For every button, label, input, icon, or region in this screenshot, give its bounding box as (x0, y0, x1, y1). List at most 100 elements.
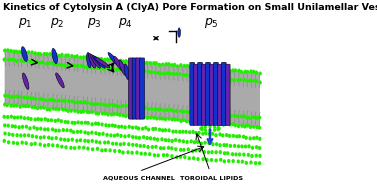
Ellipse shape (100, 122, 104, 127)
Ellipse shape (100, 148, 104, 153)
Ellipse shape (252, 70, 255, 74)
Ellipse shape (109, 66, 112, 70)
Ellipse shape (6, 124, 10, 128)
Ellipse shape (233, 114, 236, 118)
Ellipse shape (242, 135, 245, 139)
Ellipse shape (114, 56, 123, 71)
Ellipse shape (31, 50, 34, 54)
Ellipse shape (38, 61, 41, 65)
Ellipse shape (149, 61, 152, 65)
Ellipse shape (46, 107, 49, 111)
Ellipse shape (9, 115, 13, 119)
Ellipse shape (255, 79, 258, 83)
Ellipse shape (236, 78, 240, 82)
Ellipse shape (86, 139, 90, 143)
Ellipse shape (183, 155, 187, 159)
Ellipse shape (216, 66, 219, 70)
Ellipse shape (94, 131, 98, 135)
Ellipse shape (9, 49, 12, 53)
Ellipse shape (174, 147, 178, 151)
Ellipse shape (104, 111, 107, 115)
Ellipse shape (101, 132, 105, 136)
Ellipse shape (21, 125, 24, 129)
Ellipse shape (96, 102, 99, 106)
Ellipse shape (194, 66, 198, 70)
Ellipse shape (27, 50, 31, 54)
Ellipse shape (220, 76, 224, 80)
Ellipse shape (72, 130, 75, 134)
Ellipse shape (41, 60, 44, 64)
Ellipse shape (182, 73, 185, 77)
Ellipse shape (35, 60, 38, 64)
Text: $p_5$: $p_5$ (204, 16, 219, 30)
Ellipse shape (106, 57, 109, 61)
Ellipse shape (23, 73, 29, 90)
Ellipse shape (164, 128, 167, 132)
Ellipse shape (34, 142, 37, 146)
Ellipse shape (110, 112, 113, 117)
Ellipse shape (45, 62, 48, 66)
Ellipse shape (175, 109, 178, 113)
Ellipse shape (37, 117, 40, 121)
Ellipse shape (38, 97, 42, 101)
Ellipse shape (130, 114, 134, 118)
Ellipse shape (94, 111, 98, 115)
Ellipse shape (119, 59, 123, 63)
Ellipse shape (117, 105, 121, 109)
Ellipse shape (118, 67, 121, 72)
Ellipse shape (164, 62, 168, 66)
Ellipse shape (218, 132, 222, 136)
Text: Kinetics of Cytolysin A (ClyA) Pore Formation on Small Unilamellar Vesicles: Kinetics of Cytolysin A (ClyA) Pore Form… (3, 3, 377, 12)
Ellipse shape (48, 108, 51, 112)
Ellipse shape (83, 130, 87, 135)
Ellipse shape (149, 115, 152, 120)
Ellipse shape (240, 70, 243, 74)
Ellipse shape (5, 103, 9, 107)
Ellipse shape (250, 154, 254, 158)
Ellipse shape (63, 138, 66, 142)
Ellipse shape (201, 157, 205, 161)
Ellipse shape (231, 134, 235, 138)
Ellipse shape (192, 156, 195, 160)
Ellipse shape (167, 128, 171, 132)
Ellipse shape (76, 130, 79, 134)
Ellipse shape (231, 122, 235, 126)
Ellipse shape (231, 68, 234, 72)
Ellipse shape (79, 110, 83, 114)
Ellipse shape (162, 108, 166, 113)
Ellipse shape (34, 51, 37, 55)
Ellipse shape (42, 106, 46, 110)
Ellipse shape (92, 56, 105, 68)
Ellipse shape (48, 98, 52, 102)
Ellipse shape (86, 131, 90, 135)
Ellipse shape (19, 133, 23, 138)
Ellipse shape (112, 67, 115, 71)
Ellipse shape (86, 146, 90, 151)
Ellipse shape (14, 125, 17, 129)
Ellipse shape (79, 130, 83, 134)
Ellipse shape (124, 59, 128, 63)
Ellipse shape (74, 64, 77, 68)
Ellipse shape (227, 68, 231, 72)
Ellipse shape (255, 70, 258, 75)
Ellipse shape (9, 104, 13, 108)
Ellipse shape (32, 60, 35, 64)
Ellipse shape (57, 98, 61, 102)
Ellipse shape (181, 130, 184, 134)
Ellipse shape (167, 117, 171, 121)
Ellipse shape (13, 116, 16, 120)
Ellipse shape (90, 110, 94, 114)
Ellipse shape (64, 99, 67, 103)
Ellipse shape (246, 70, 249, 74)
Ellipse shape (198, 74, 201, 79)
Text: $p_2$: $p_2$ (50, 16, 64, 30)
Ellipse shape (34, 97, 38, 101)
Ellipse shape (10, 57, 13, 62)
Text: $p_3$: $p_3$ (87, 16, 101, 30)
Ellipse shape (44, 117, 47, 121)
Ellipse shape (258, 161, 261, 165)
Ellipse shape (70, 138, 74, 142)
Ellipse shape (243, 124, 247, 129)
Ellipse shape (130, 151, 134, 155)
Ellipse shape (15, 94, 19, 98)
